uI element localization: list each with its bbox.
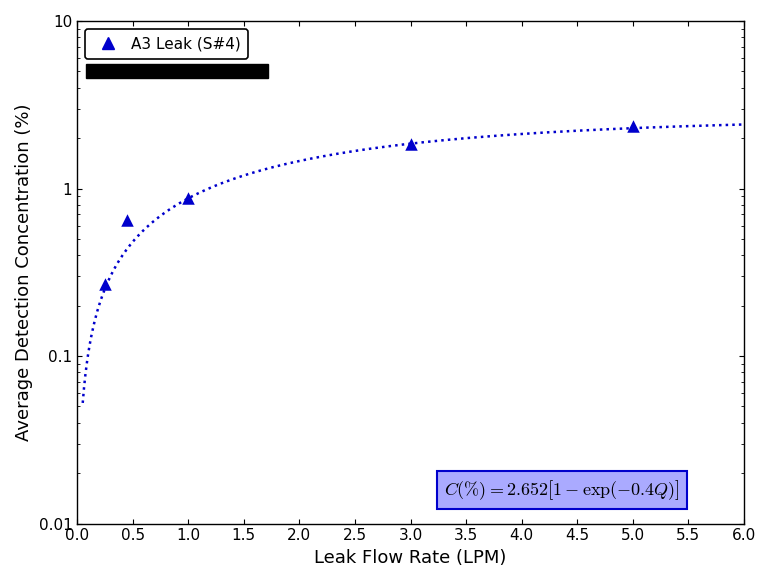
Text: $C(\%) = 2.652\left[1 - \exp(-0.4Q)\right]$: $C(\%) = 2.652\left[1 - \exp(-0.4Q)\righ… [444, 478, 680, 502]
Y-axis label: Average Detection Concentration (%): Average Detection Concentration (%) [15, 104, 33, 441]
Point [404, 139, 416, 148]
Point [182, 193, 194, 203]
X-axis label: Leak Flow Rate (LPM): Leak Flow Rate (LPM) [315, 549, 507, 567]
Point [99, 279, 111, 289]
FancyBboxPatch shape [86, 63, 268, 77]
Point [627, 122, 639, 131]
Legend: A3 Leak (S#4): A3 Leak (S#4) [85, 29, 248, 59]
Point [121, 215, 133, 225]
